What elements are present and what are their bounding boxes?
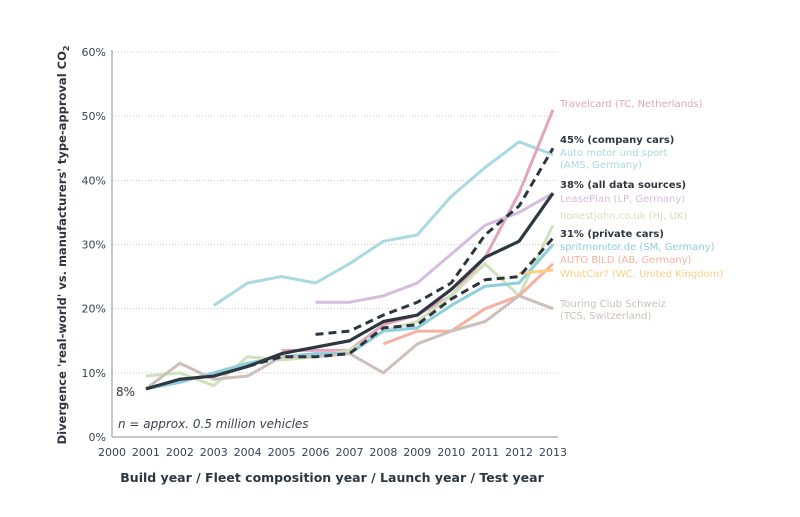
x-tick-label: 2010 — [437, 446, 465, 459]
y-axis-title-text: Divergence 'real-world' vs. manufacturer… — [55, 51, 69, 444]
y-tick-label: 40% — [82, 174, 106, 187]
x-tick-label: 2002 — [166, 446, 194, 459]
series-lines — [145, 109, 555, 391]
x-tick-label: 2013 — [539, 446, 567, 459]
series-line-2 — [315, 191, 554, 304]
y-axis-title-subscript: 2 — [62, 46, 71, 52]
y-tick-label: 0% — [89, 431, 106, 444]
y-axis-title: Divergence 'real-world' vs. manufacturer… — [55, 46, 71, 445]
x-tick-label: 2009 — [403, 446, 431, 459]
legend-label: (AMS, Germany) — [560, 160, 642, 171]
series-line-6 — [518, 268, 554, 275]
x-tick-labels: 2000 2001 2002 2003 2004 2005 2006 2007 2008 2009… — [98, 446, 567, 459]
legend-label: WhatCar? (WC, United Kingdom) — [560, 269, 723, 280]
y-tick-label: 60% — [82, 46, 106, 59]
y-tick-label: 10% — [82, 367, 106, 380]
x-tick-label: 2006 — [302, 446, 330, 459]
legend-label: honestjohn.co.uk (HJ, UK) — [560, 211, 687, 222]
y-tick-labels: 0% 10% 20% 30% 40% 50% 60% — [82, 46, 106, 444]
legend-label: spritmonitor.de (SM, Germany) — [560, 242, 715, 253]
x-tick-label: 2012 — [505, 446, 533, 459]
legend-label: Touring Club Schweiz — [559, 299, 666, 310]
legend-label: Travelcard (TC, Netherlands) — [559, 99, 703, 110]
x-tick-label: 2004 — [234, 446, 262, 459]
x-tick-label: 2008 — [369, 446, 397, 459]
series-line-3 — [145, 224, 555, 388]
x-tick-label: 2005 — [268, 446, 296, 459]
sample-note: n = approx. 0.5 million vehicles — [118, 417, 309, 431]
start-value-label: 8% — [116, 385, 135, 399]
legend: Travelcard (TC, Netherlands) 45% (company… — [559, 99, 723, 322]
legend-label: AUTO BILD (AB, Germany) — [560, 255, 692, 266]
y-tick-label: 50% — [82, 110, 106, 123]
x-tick-label: 2007 — [335, 446, 363, 459]
gridlines — [112, 51, 558, 438]
series-line-5 — [382, 262, 555, 346]
series-line-10 — [145, 192, 555, 391]
x-tick-label: 2011 — [471, 446, 499, 459]
legend-label: LeasePlan (LP, Germany) — [560, 194, 685, 205]
x-tick-label: 2003 — [200, 446, 228, 459]
legend-label: 31% (private cars) — [560, 229, 664, 240]
series-line-9 — [247, 237, 555, 368]
y-tick-label: 20% — [82, 303, 106, 316]
legend-label: 45% (company cars) — [560, 135, 674, 146]
x-tick-label: 2001 — [132, 446, 160, 459]
legend-label: (TCS, Switzerland) — [560, 311, 651, 322]
x-tick-label: 2000 — [98, 446, 126, 459]
x-axis-title: Build year / Fleet composition year / La… — [120, 470, 544, 485]
legend-label: Auto motor und sport — [560, 148, 668, 159]
series-line-0 — [212, 140, 554, 307]
legend-label: 38% (all data sources) — [560, 180, 686, 191]
series-line-7 — [145, 294, 554, 391]
series-line-8 — [315, 147, 555, 336]
y-tick-label: 30% — [82, 239, 106, 252]
